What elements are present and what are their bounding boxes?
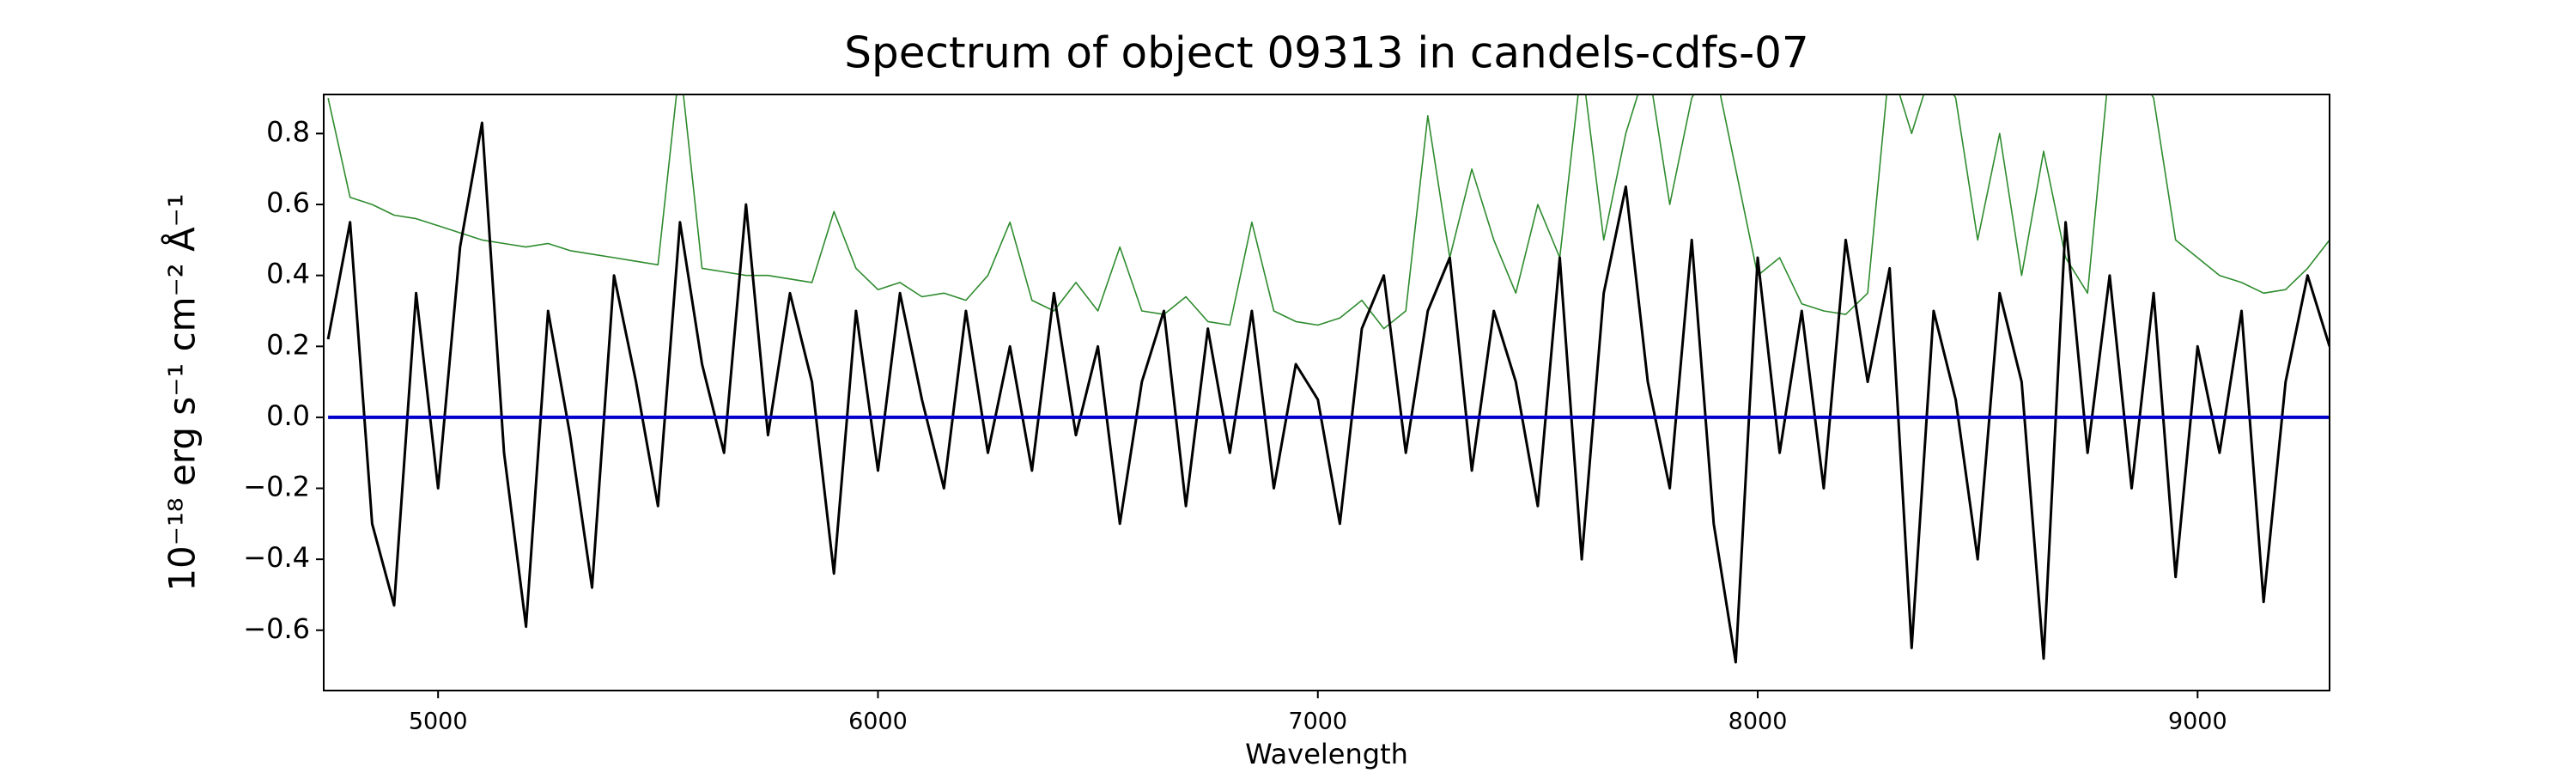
x-tick-label: 5000 xyxy=(409,709,468,735)
y-tick-label: −0.2 xyxy=(243,471,310,503)
spectrum-line xyxy=(326,121,2330,664)
y-tick-label: 0.8 xyxy=(266,115,310,148)
spectrum-line xyxy=(327,94,2330,330)
y-tick-label: 0.4 xyxy=(266,258,310,290)
y-tick-label: 0.0 xyxy=(266,399,310,432)
x-tick-label: 6000 xyxy=(848,709,908,735)
x-tick-label: 9000 xyxy=(2168,709,2227,735)
plot-frame xyxy=(323,94,2330,691)
chart-title: Spectrum of object 09313 in candels-cdfs… xyxy=(844,28,1809,78)
x-axis-label: Wavelength xyxy=(1245,738,1408,770)
x-tick-label: 7000 xyxy=(1288,709,1347,735)
y-tick-label: 0.2 xyxy=(266,328,310,361)
y-tick-label: 0.6 xyxy=(266,186,310,219)
y-tick-label: −0.6 xyxy=(243,612,310,645)
x-tick-label: 8000 xyxy=(1728,709,1788,735)
y-axis-label: 10⁻¹⁸ erg s⁻¹ cm⁻² Å⁻¹ xyxy=(161,193,204,591)
y-tick-label: −0.4 xyxy=(243,541,310,574)
